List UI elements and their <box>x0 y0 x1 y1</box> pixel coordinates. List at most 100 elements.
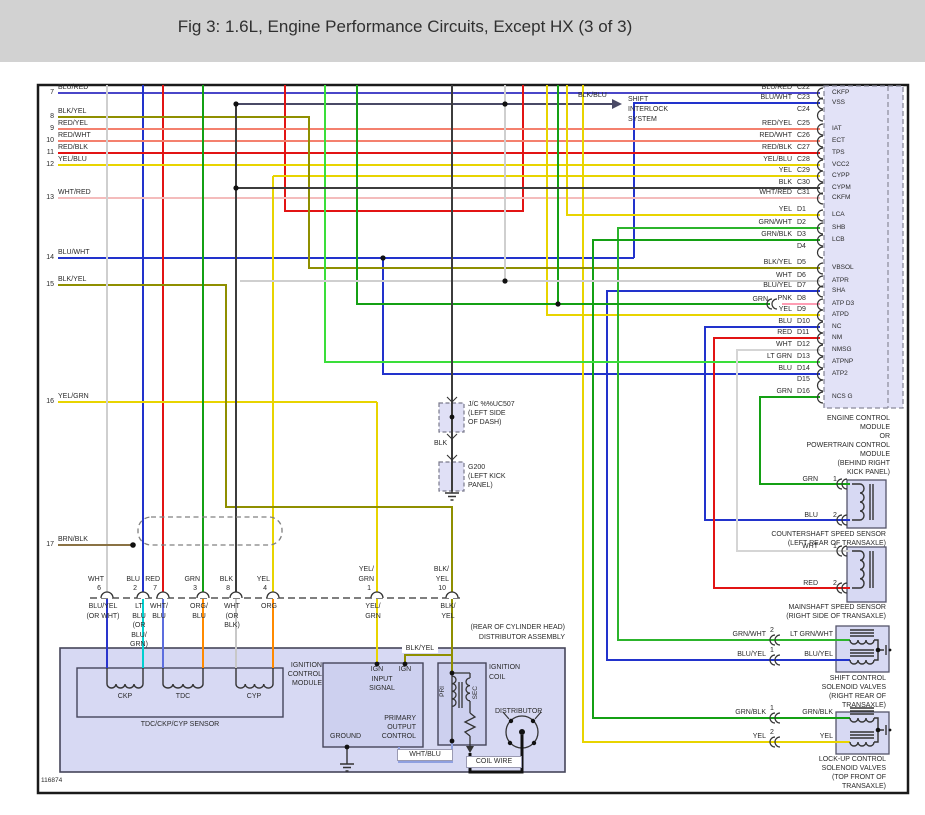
ecm-pin-name: TPS <box>832 149 845 156</box>
icm-primary-output-label: OUTPUT <box>387 724 416 731</box>
lockup_solenoid-pin-number: 2 <box>770 729 774 736</box>
jc-wire-color: BLK <box>434 440 448 447</box>
connector-pin-bottom-color: ORG <box>261 603 277 610</box>
shift-interlock-wire-label: BLK/BLU <box>578 92 607 99</box>
ecm-pin-code: D13 <box>797 353 810 360</box>
shift_solenoid-outer-wire-color: GRN/WHT <box>732 631 766 638</box>
connector-pin-top-color: YEL <box>256 576 270 583</box>
ecm-caption-line: MODULE <box>860 424 890 431</box>
distributor-label: DISTRIBUTOR <box>495 708 543 715</box>
ecm-pin-name: NC <box>832 323 842 330</box>
diagram-border <box>36 83 910 795</box>
connector-pin-bottom-color: WHT/ <box>150 603 168 610</box>
ecm-pin-wire-color: WHT/RED <box>759 189 792 196</box>
connector-pin-bottom-color: BLU <box>152 612 166 620</box>
wire-row-label: WHT/RED <box>58 189 91 196</box>
ecm-pin-code: D1 <box>797 206 806 213</box>
connector-pin-number: 4 <box>263 585 267 592</box>
ecm-pin-name: NMSG <box>832 346 852 353</box>
connector-pin-bottom-color: (OR <box>225 612 239 620</box>
connector-pin-top-color: BLK <box>219 576 233 583</box>
ecm-pin-code: D15 <box>797 376 810 383</box>
distributor-assembly-location: DISTRIBUTOR ASSEMBLY <box>478 634 565 641</box>
ecm-pin-code: C30 <box>797 179 810 186</box>
coil-output-arrow <box>466 746 474 753</box>
icm-input-label: INPUT <box>371 676 393 683</box>
shift_solenoid-inner-wire-color: LT GRN/WHT <box>790 631 833 638</box>
coil-wire-label: COIL WIRE <box>466 756 522 768</box>
ecm-pin-wire-color: RED/YEL <box>762 120 792 127</box>
shift_solenoid-pin-number: 2 <box>770 627 774 634</box>
connector-pin-bottom-color: ORG/ <box>190 603 208 610</box>
ecm-pin-name: CYPP <box>832 172 850 179</box>
ecm-pin-name: ATPNP <box>832 358 854 365</box>
wire-row-number: 16 <box>46 398 54 405</box>
connector-pin-top-color: BLK/ <box>433 566 449 573</box>
wire-row-number: 12 <box>46 161 54 168</box>
wire-row-number: 8 <box>50 113 54 120</box>
wire-row-number: 10 <box>46 137 54 144</box>
coil-pri-label: PRI <box>439 686 446 697</box>
shift_solenoid-pin-number: 1 <box>770 647 774 654</box>
ecm-pin-wire-color: GRN/WHT <box>758 219 792 226</box>
tdc-ckp-cyp-sensor-box <box>76 667 284 718</box>
ecm-pin-wire-color: YEL/BLU <box>763 156 792 163</box>
ecm-pin-name: LCA <box>832 211 845 218</box>
ecm-pin-wire-color: BLU <box>778 365 792 372</box>
ecm-pin-code: C27 <box>797 144 810 151</box>
mainshaft-caption-line: (RIGHT SIDE OF TRANSAXLE) <box>786 613 886 620</box>
mainshaft-pin-number: 2 <box>833 580 837 587</box>
shift_solenoid-caption-line: SHIFT CONTROL <box>829 675 886 682</box>
cable-shield <box>137 516 283 546</box>
ecm-pin-code: C29 <box>797 167 810 174</box>
figure-id: 116874 <box>41 777 63 784</box>
ecm-pin-wire-color: YEL <box>778 306 792 313</box>
connector-pin-number: 1 <box>367 585 371 592</box>
ecm-pin-code: C22 <box>797 84 810 91</box>
junction-connector-location: (LEFT SIDE <box>468 410 506 417</box>
ecm-pin-wire-color: WHT <box>776 272 792 279</box>
connector-pin-bottom-color: WHT <box>224 603 240 610</box>
ecm-pin-wire-color: GRN <box>776 388 792 395</box>
ecm-pin-name: NM <box>832 334 843 341</box>
shift_solenoid-caption-line: SOLENOID VALVES <box>821 684 886 691</box>
countershaft-pin-wire-color: GRN <box>802 476 818 483</box>
shift-interlock-label: INTERLOCK <box>628 106 669 113</box>
ecm-pin-wire-color: BLU/RED <box>761 84 792 91</box>
wire-row-label: BLU/WHT <box>58 249 90 256</box>
symbol-layer <box>90 87 887 772</box>
lockup_solenoid-inner-wire-color: YEL <box>819 733 833 740</box>
ecm-pin-wire-color: WHT <box>776 341 792 348</box>
ecm-pin-wire-color: YEL <box>778 167 792 174</box>
ecm-caption-line: (BEHIND RIGHT <box>837 460 891 467</box>
lockup_solenoid-pin-number: 1 <box>770 705 774 712</box>
connector-pin-bottom-color: (OR WHT) <box>86 612 120 620</box>
wire-row-number: 11 <box>46 149 54 156</box>
icm-side-label: CONTROL <box>287 671 322 678</box>
lockup_solenoid-outer-wire-color: YEL <box>752 733 766 740</box>
icm-primary-output-label: CONTROL <box>381 733 416 740</box>
connector-pin-bottom-color: BLU <box>132 612 146 620</box>
ecm-pin-code: C31 <box>797 189 810 196</box>
mainshaft-pin-wire-color: RED <box>803 580 818 587</box>
ecm-pin-name: VCC2 <box>832 161 850 168</box>
connector-pin-bottom-color: LT <box>135 603 143 610</box>
icm-side-label: IGNITION <box>290 662 322 669</box>
wire-row-label: BRN/BLK <box>58 536 88 543</box>
ecm-pin-name: SHA <box>832 287 846 294</box>
ecm-pin-code: D16 <box>797 388 810 395</box>
countershaft-caption-line: (LEFT REAR OF TRANSAXLE) <box>787 540 886 547</box>
icm-ground-label: GROUND <box>330 733 362 740</box>
wire-row-number: 14 <box>46 254 54 261</box>
ecm-pin-name: CKFP <box>832 89 850 96</box>
lockup_solenoid-outer-wire-color: GRN/BLK <box>735 709 766 716</box>
connector-pin-bottom-color: GRN <box>365 612 381 620</box>
mainshaft-sensor-box <box>846 546 887 603</box>
wire-row-label: RED/WHT <box>58 132 91 139</box>
connector-pin-number: 2 <box>133 585 137 592</box>
connector-pin-number: 10 <box>438 585 446 592</box>
connector-pin-bottom-color: (OR <box>132 622 146 629</box>
junction-connector-location: OF DASH) <box>468 419 502 426</box>
ecm-caption-line: KICK PANEL) <box>846 469 890 476</box>
